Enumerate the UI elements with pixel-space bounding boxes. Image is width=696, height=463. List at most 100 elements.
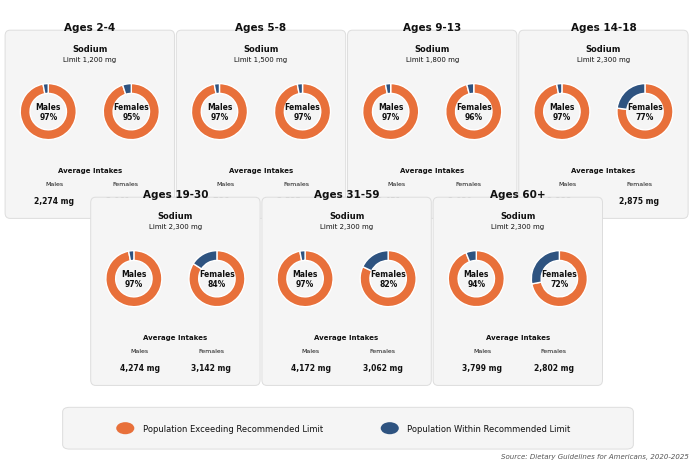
Text: 2,274 mg: 2,274 mg <box>34 196 74 205</box>
Text: Ages 5-8: Ages 5-8 <box>235 23 287 33</box>
Text: Males: Males <box>558 182 577 187</box>
Text: Limit 2,300 mg: Limit 2,300 mg <box>149 224 202 230</box>
Wedge shape <box>297 84 303 94</box>
Wedge shape <box>214 84 219 94</box>
Text: 3,799 mg: 3,799 mg <box>462 363 502 372</box>
Text: Ages 60+: Ages 60+ <box>490 190 546 200</box>
Text: Females: Females <box>198 349 224 354</box>
Wedge shape <box>360 251 416 307</box>
Text: Sodium: Sodium <box>244 44 278 54</box>
Wedge shape <box>466 251 476 262</box>
Text: Males
97%: Males 97% <box>207 103 232 122</box>
Wedge shape <box>106 251 162 307</box>
Text: Sodium: Sodium <box>500 211 535 220</box>
Text: Average Intakes: Average Intakes <box>400 168 464 174</box>
Wedge shape <box>386 84 390 94</box>
Text: 4,274 mg: 4,274 mg <box>120 363 159 372</box>
Wedge shape <box>193 251 217 269</box>
Text: Males
94%: Males 94% <box>464 269 489 289</box>
Text: Average Intakes: Average Intakes <box>315 334 379 340</box>
FancyBboxPatch shape <box>63 407 633 449</box>
Text: Males
97%: Males 97% <box>35 103 61 122</box>
FancyBboxPatch shape <box>5 31 175 219</box>
Text: Ages 19-30: Ages 19-30 <box>143 190 208 200</box>
Wedge shape <box>448 251 505 307</box>
Circle shape <box>381 422 399 434</box>
FancyBboxPatch shape <box>176 31 346 219</box>
Text: Females: Females <box>370 349 395 354</box>
Text: Limit 2,300 mg: Limit 2,300 mg <box>577 57 630 63</box>
Wedge shape <box>532 251 587 307</box>
Text: Females: Females <box>455 182 481 187</box>
Text: Males: Males <box>45 182 63 187</box>
Text: Sodium: Sodium <box>329 211 364 220</box>
Text: Females
96%: Females 96% <box>456 103 491 122</box>
Text: Females
82%: Females 82% <box>370 269 406 289</box>
Circle shape <box>116 422 134 434</box>
Wedge shape <box>103 84 159 140</box>
Wedge shape <box>363 251 388 271</box>
Text: 3,888 mg: 3,888 mg <box>548 196 587 205</box>
Wedge shape <box>122 84 132 95</box>
Text: Females: Females <box>626 182 652 187</box>
Text: Males
97%: Males 97% <box>292 269 318 289</box>
Text: Females
97%: Females 97% <box>285 103 320 122</box>
Text: 2,525 mg: 2,525 mg <box>277 196 317 205</box>
Text: 2,786 mg: 2,786 mg <box>205 196 245 205</box>
Text: Limit 1,500 mg: Limit 1,500 mg <box>235 57 287 63</box>
Text: Limit 1,800 mg: Limit 1,800 mg <box>406 57 459 63</box>
Wedge shape <box>534 84 590 140</box>
Wedge shape <box>467 84 474 95</box>
Text: Ages 31-59: Ages 31-59 <box>314 190 379 200</box>
Wedge shape <box>274 84 331 140</box>
Text: Average Intakes: Average Intakes <box>143 334 207 340</box>
Text: 3,451 mg: 3,451 mg <box>377 196 416 205</box>
Text: 2,875 mg: 2,875 mg <box>619 196 659 205</box>
Wedge shape <box>557 84 562 94</box>
Wedge shape <box>445 84 502 140</box>
Text: Females: Females <box>541 349 567 354</box>
Text: 2,061 mg: 2,061 mg <box>106 196 145 205</box>
FancyBboxPatch shape <box>347 31 517 219</box>
Wedge shape <box>189 251 245 307</box>
Text: Source: Dietary Guidelines for Americans, 2020-2025: Source: Dietary Guidelines for Americans… <box>501 453 689 459</box>
FancyBboxPatch shape <box>262 198 432 386</box>
Text: 2,802 mg: 2,802 mg <box>534 363 574 372</box>
Text: Males: Males <box>387 182 406 187</box>
Text: Average Intakes: Average Intakes <box>58 168 122 174</box>
Text: Sodium: Sodium <box>586 44 621 54</box>
Text: 3,142 mg: 3,142 mg <box>191 363 231 372</box>
Text: Males: Males <box>301 349 320 354</box>
Text: Sodium: Sodium <box>415 44 450 54</box>
Wedge shape <box>617 84 645 110</box>
Wedge shape <box>20 84 77 140</box>
Text: Ages 14-18: Ages 14-18 <box>571 23 636 33</box>
Text: Limit 1,200 mg: Limit 1,200 mg <box>63 57 116 63</box>
Text: 3,062 mg: 3,062 mg <box>363 363 402 372</box>
FancyBboxPatch shape <box>519 31 688 219</box>
Wedge shape <box>531 251 560 284</box>
Wedge shape <box>363 84 419 140</box>
Text: Males: Males <box>130 349 149 354</box>
Text: Males
97%: Males 97% <box>549 103 575 122</box>
Text: Females: Females <box>113 182 139 187</box>
Text: Females
95%: Females 95% <box>113 103 149 122</box>
Wedge shape <box>43 84 48 94</box>
Text: Population Within Recommended Limit: Population Within Recommended Limit <box>407 424 571 433</box>
Text: Sodium: Sodium <box>72 44 107 54</box>
Wedge shape <box>277 251 333 307</box>
Text: Limit 2,300 mg: Limit 2,300 mg <box>491 224 544 230</box>
Text: Females
72%: Females 72% <box>541 269 577 289</box>
Text: Average Intakes: Average Intakes <box>229 168 293 174</box>
Text: Males: Males <box>473 349 491 354</box>
Text: Females
84%: Females 84% <box>199 269 235 289</box>
Text: Ages 2-4: Ages 2-4 <box>64 23 116 33</box>
Text: Females: Females <box>284 182 310 187</box>
Text: Limit 2,300 mg: Limit 2,300 mg <box>320 224 373 230</box>
Wedge shape <box>191 84 248 140</box>
Text: Males
97%: Males 97% <box>378 103 404 122</box>
Text: Average Intakes: Average Intakes <box>571 168 635 174</box>
Text: Sodium: Sodium <box>158 211 193 220</box>
Text: Females
77%: Females 77% <box>627 103 663 122</box>
Text: 4,172 mg: 4,172 mg <box>291 363 331 372</box>
